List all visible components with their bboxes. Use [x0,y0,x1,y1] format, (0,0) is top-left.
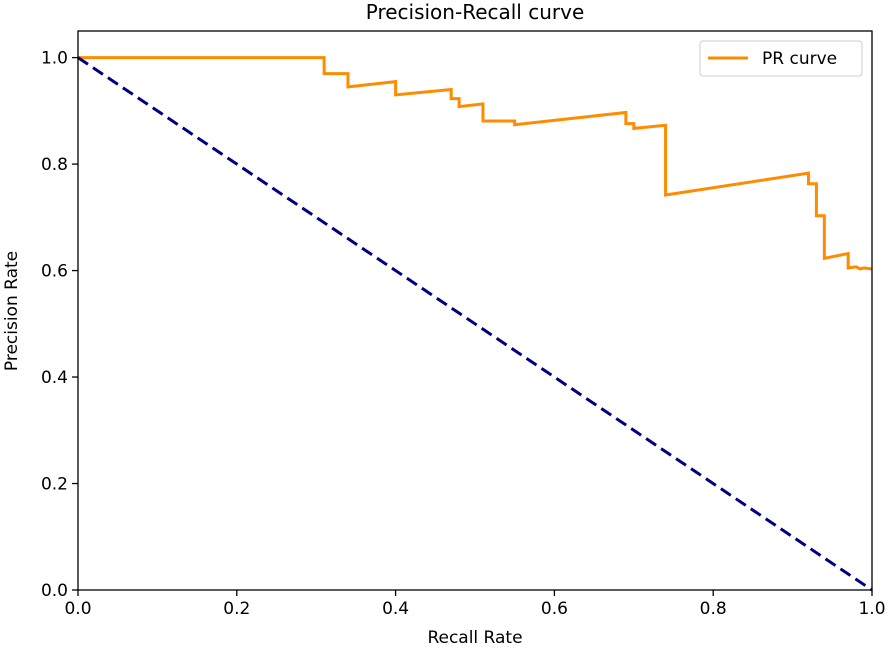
x-axis-label: Recall Rate [427,628,522,648]
x-tick-label: 0.4 [382,599,409,619]
y-tick-label: 0.0 [41,581,68,601]
series-line-pr-curve [78,56,873,271]
legend-box [699,40,863,77]
x-tick-label: 0.8 [700,599,727,619]
y-tick-label: 0.6 [41,262,68,282]
x-tick-label: 0.2 [223,599,250,619]
y-axis: 0.0 0.2 0.4 0.6 0.8 1.0 [41,49,78,601]
x-tick-label: 1.0 [858,599,885,619]
chart-title: Precision-Recall curve [366,0,585,24]
y-tick-label: 0.8 [41,155,68,175]
y-tick-label: 0.2 [41,475,68,495]
legend: PR curve [699,40,863,77]
x-tick-label: 0.0 [64,599,91,619]
series-line-random-baseline [77,56,873,592]
y-tick-label: 0.4 [41,368,68,388]
legend-label-pr-curve: PR curve [762,49,837,69]
plot-area [77,56,873,592]
x-tick-label: 0.6 [541,599,568,619]
y-tick-label: 1.0 [41,49,68,69]
y-axis-label: Precision Rate [2,251,22,371]
x-axis: 0.0 0.2 0.4 0.6 0.8 1.0 [64,590,886,619]
plot-frame [77,30,873,591]
